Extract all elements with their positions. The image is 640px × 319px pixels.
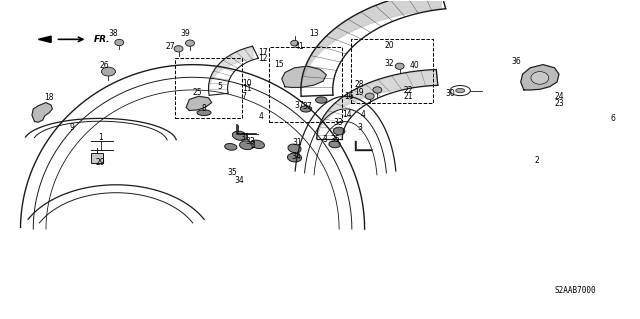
Ellipse shape	[531, 71, 548, 84]
Text: 38: 38	[108, 29, 118, 38]
Text: 34: 34	[235, 175, 244, 185]
Bar	[91, 153, 103, 163]
Text: 5: 5	[217, 82, 221, 91]
Polygon shape	[38, 36, 51, 42]
Text: 17: 17	[258, 48, 268, 57]
Text: 4: 4	[361, 110, 366, 119]
Text: 13: 13	[309, 28, 319, 38]
Text: 14: 14	[342, 110, 352, 119]
Text: 34: 34	[292, 152, 301, 161]
Ellipse shape	[225, 144, 237, 150]
Text: 36: 36	[511, 57, 521, 66]
Ellipse shape	[316, 97, 327, 103]
Text: 40: 40	[410, 61, 419, 70]
Text: 12: 12	[258, 55, 268, 63]
Text: S2AAB7000: S2AAB7000	[554, 286, 596, 295]
Circle shape	[456, 88, 465, 93]
Text: 2: 2	[534, 156, 539, 165]
Ellipse shape	[291, 40, 298, 46]
Text: 33: 33	[245, 137, 255, 146]
Text: 33: 33	[333, 118, 342, 127]
Text: 28: 28	[355, 80, 364, 89]
Text: 7: 7	[241, 92, 246, 101]
Ellipse shape	[333, 127, 345, 135]
Text: 4: 4	[259, 112, 264, 121]
Ellipse shape	[288, 144, 301, 153]
Text: 11: 11	[242, 84, 252, 93]
Text: 10: 10	[242, 79, 252, 88]
Ellipse shape	[251, 140, 264, 149]
Text: 30: 30	[445, 89, 456, 98]
Bar	[269, 47, 342, 122]
Polygon shape	[282, 66, 326, 87]
Text: 8: 8	[202, 104, 207, 113]
Text: 32: 32	[384, 59, 394, 68]
Ellipse shape	[186, 40, 195, 46]
Text: 22: 22	[403, 86, 413, 95]
Text: 31: 31	[241, 133, 250, 143]
Text: 26: 26	[100, 61, 109, 70]
Text: 19: 19	[355, 88, 364, 97]
Text: 37: 37	[295, 100, 305, 110]
Text: 41: 41	[295, 42, 305, 51]
Ellipse shape	[232, 131, 247, 140]
Text: 35: 35	[330, 135, 340, 145]
Ellipse shape	[174, 46, 183, 52]
Text: 16: 16	[344, 93, 353, 101]
Text: 18: 18	[44, 93, 54, 102]
Ellipse shape	[115, 39, 124, 46]
Ellipse shape	[197, 110, 211, 115]
Polygon shape	[521, 65, 559, 90]
Text: FR.: FR.	[94, 35, 110, 44]
Text: 29: 29	[95, 158, 105, 167]
Text: 3: 3	[323, 135, 328, 145]
Ellipse shape	[395, 63, 404, 69]
Ellipse shape	[373, 87, 382, 93]
Bar	[351, 39, 433, 103]
Bar	[175, 58, 242, 118]
Text: 21: 21	[403, 92, 413, 101]
Text: 3: 3	[358, 123, 363, 132]
Text: 9: 9	[69, 123, 74, 132]
Ellipse shape	[287, 153, 301, 162]
Text: 23: 23	[554, 99, 564, 108]
Ellipse shape	[300, 106, 312, 112]
Ellipse shape	[101, 67, 115, 76]
Text: 37: 37	[302, 102, 312, 111]
Text: 3: 3	[250, 141, 255, 150]
Text: 20: 20	[384, 41, 394, 50]
Text: 6: 6	[611, 114, 616, 123]
Text: 1: 1	[98, 133, 102, 142]
Text: 31: 31	[293, 137, 303, 147]
Text: 15: 15	[274, 60, 284, 69]
Ellipse shape	[239, 141, 254, 150]
Ellipse shape	[365, 93, 374, 100]
Polygon shape	[186, 96, 212, 110]
Text: 27: 27	[166, 42, 175, 51]
Text: 24: 24	[554, 93, 564, 101]
Text: 25: 25	[192, 88, 202, 97]
Ellipse shape	[329, 141, 340, 148]
Circle shape	[450, 85, 470, 96]
Text: 35: 35	[227, 168, 237, 177]
Text: 39: 39	[180, 29, 190, 38]
Polygon shape	[32, 103, 52, 122]
